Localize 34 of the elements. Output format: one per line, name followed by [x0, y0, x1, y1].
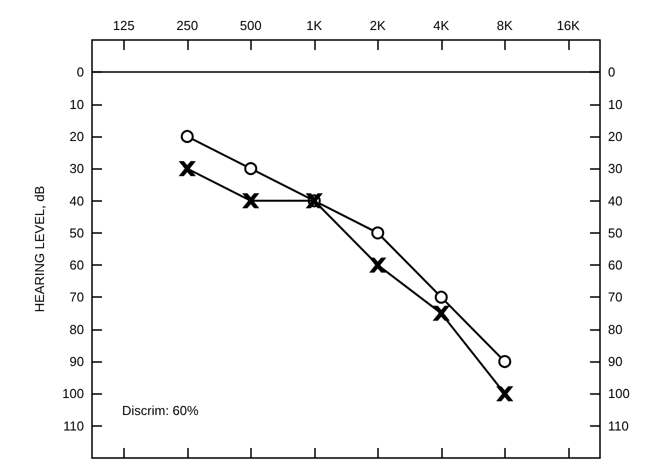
annotation: Discrim: 60%	[122, 403, 200, 418]
x-tick-label: 125	[112, 18, 135, 33]
x-tick-label: 1K	[306, 18, 323, 33]
y-tick-label: 20	[70, 128, 84, 144]
x-tick-label: 16K	[556, 18, 580, 33]
y2-tick-label: 90	[608, 354, 622, 370]
x-tick-label: 8K	[496, 18, 514, 33]
y2-tick-label: 20	[608, 128, 622, 144]
x-tick-label: 250	[176, 18, 198, 33]
y-tick-label: 80	[70, 322, 84, 337]
y-tick-label: 40	[70, 193, 84, 208]
x-tick-label: 2K	[370, 18, 386, 33]
y2-tick-label: 60	[608, 258, 622, 273]
y2-tick-label: 50	[608, 225, 622, 240]
y2-tick-label: 40	[608, 193, 622, 208]
y2-tick-label: 0	[608, 64, 616, 80]
y2-tick-label: 100	[608, 386, 630, 402]
y-tick-label: 50	[70, 225, 84, 240]
y2-tick-label: 110	[608, 418, 629, 434]
y-tick-label: 110	[63, 418, 84, 434]
y-tick-label: 90	[70, 354, 84, 370]
y-tick-label: 30	[70, 161, 84, 176]
x-tick-label: 500	[240, 18, 262, 33]
y2-tick-label: 80	[608, 322, 622, 337]
x-tick-label: 4K	[433, 18, 450, 33]
y-tick-label: 60	[70, 258, 84, 273]
y-tick-label: 10	[70, 96, 84, 112]
y2-tick-label: 30	[608, 161, 622, 176]
y-tick-label: 70	[70, 290, 84, 305]
y-axis-title: HEARING LEVEL, dB	[32, 186, 47, 312]
y-tick-label: 100	[62, 386, 84, 402]
y-tick-label: 0	[76, 64, 84, 80]
y2-tick-label: 70	[608, 290, 622, 305]
y2-tick-label: 10	[608, 96, 622, 112]
